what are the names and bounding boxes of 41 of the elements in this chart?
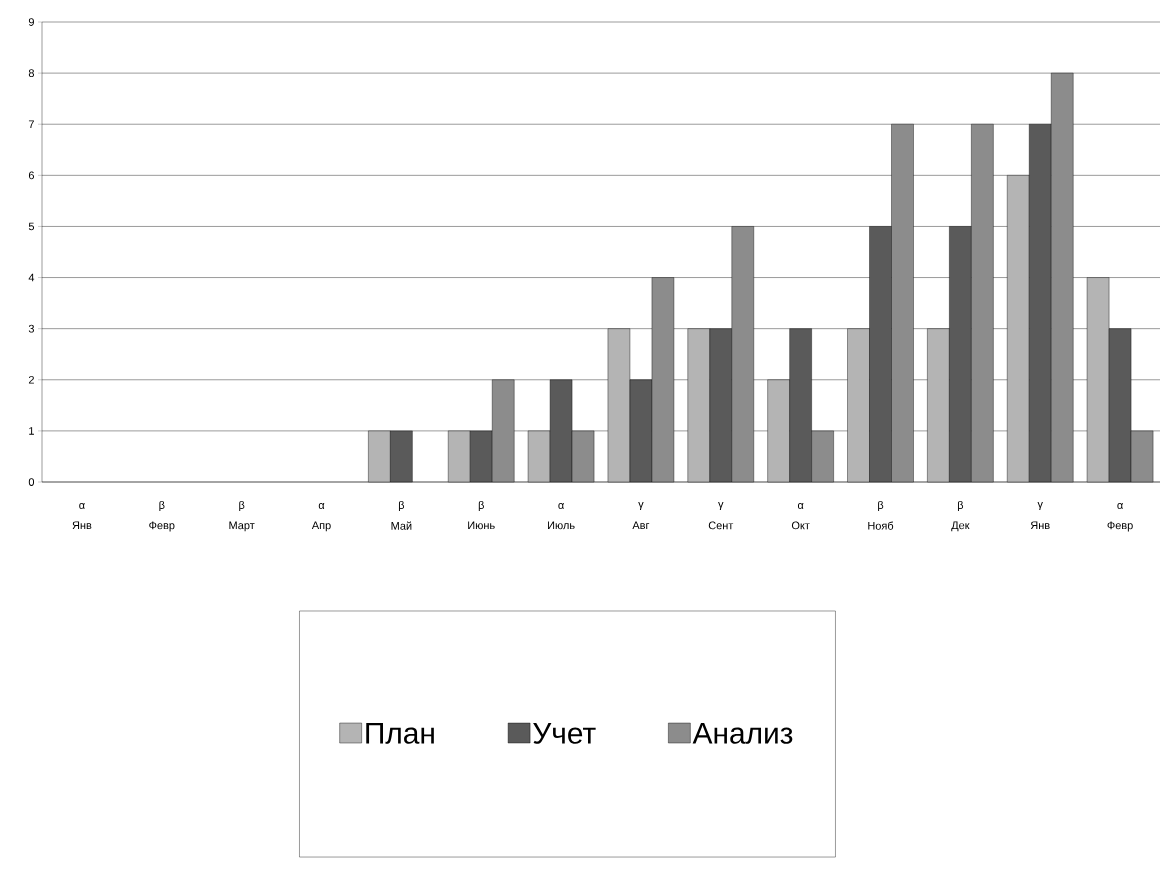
text: γ xyxy=(638,501,644,511)
x-tick-label: Май xyxy=(391,521,412,530)
text: α xyxy=(797,503,804,509)
x-tick-label: Июнь xyxy=(468,521,495,530)
text: β xyxy=(239,500,245,512)
x-tick-label: Сент xyxy=(708,521,734,530)
y-tick-label: 5 xyxy=(28,222,35,231)
x-tick-label: Июль xyxy=(548,521,575,530)
y-tick-label: 6 xyxy=(28,171,34,180)
y-tick-label: 9 xyxy=(28,18,34,26)
legend-label: Анализ xyxy=(692,722,793,744)
y-tick-label: 3 xyxy=(28,324,34,333)
x-tick-label: Янв xyxy=(72,521,92,530)
x-tick-label: Окт xyxy=(791,521,810,530)
x-tick-label: Нояб xyxy=(868,521,894,530)
text: α xyxy=(1117,503,1123,509)
text: β xyxy=(398,500,405,512)
text: α xyxy=(558,503,564,509)
text: γ xyxy=(718,501,724,511)
x-tick-label: Март xyxy=(229,521,255,532)
y-tick-label: 4 xyxy=(28,273,35,282)
x-tick-label: Февр xyxy=(149,521,175,532)
legend-label: План xyxy=(366,722,434,744)
y-tick-label: 2 xyxy=(28,375,34,384)
legend-label: Учет xyxy=(533,722,596,744)
x-tick-label: Февр xyxy=(1107,521,1133,532)
text: β xyxy=(957,500,964,512)
x-tick-label: Янв xyxy=(1030,521,1050,530)
x-tick-label: Авг xyxy=(632,521,650,530)
y-tick-label: 8 xyxy=(28,69,34,77)
y-tick-label: 0 xyxy=(28,478,35,486)
x-tick-label: Дек xyxy=(951,521,970,532)
text: β xyxy=(878,500,884,512)
text: α xyxy=(318,503,325,509)
text: α xyxy=(79,503,85,509)
text: β xyxy=(159,500,165,512)
y-tick-label: 1 xyxy=(29,427,34,435)
y-tick-label: 7 xyxy=(28,120,34,128)
text: γ xyxy=(1037,501,1043,511)
text: β xyxy=(478,500,484,512)
x-tick-label: Апр xyxy=(311,521,331,532)
